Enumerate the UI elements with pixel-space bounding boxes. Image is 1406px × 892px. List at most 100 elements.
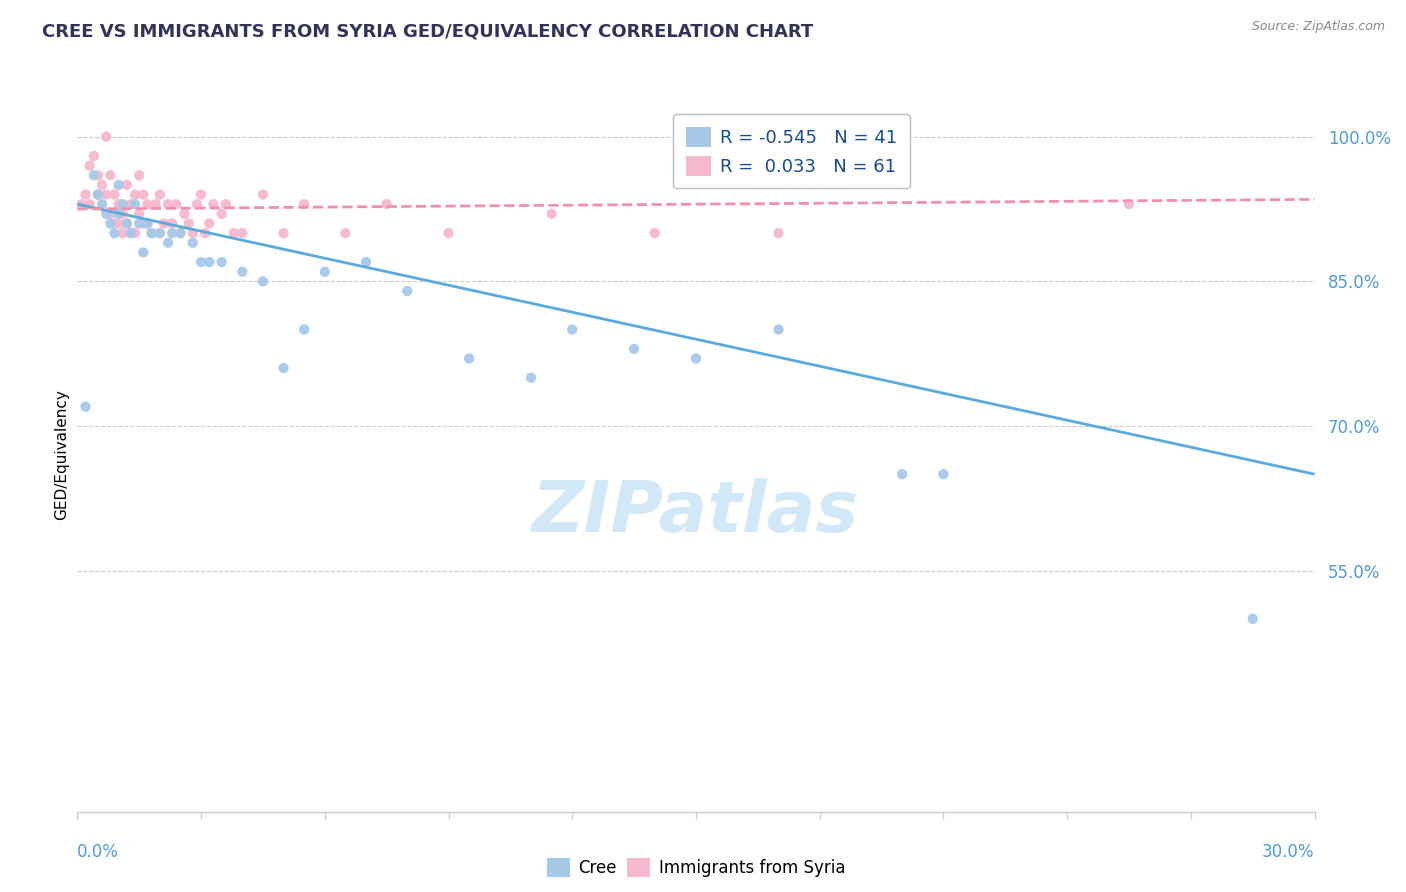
Point bbox=[190, 255, 212, 269]
Text: CREE VS IMMIGRANTS FROM SYRIA GED/EQUIVALENCY CORRELATION CHART: CREE VS IMMIGRANTS FROM SYRIA GED/EQUIVA… bbox=[42, 22, 814, 40]
Point bbox=[136, 197, 159, 211]
Point bbox=[157, 197, 180, 211]
Point bbox=[252, 274, 274, 288]
Point bbox=[149, 226, 172, 240]
Point bbox=[252, 187, 274, 202]
Point bbox=[79, 197, 101, 211]
Point bbox=[149, 187, 172, 202]
Point bbox=[87, 187, 110, 202]
Text: 30.0%: 30.0% bbox=[1263, 843, 1315, 861]
Point bbox=[87, 168, 110, 182]
Point bbox=[768, 322, 790, 336]
Point bbox=[136, 217, 159, 231]
Point bbox=[273, 226, 295, 240]
Point bbox=[115, 178, 138, 192]
Point bbox=[623, 342, 645, 356]
Point bbox=[273, 361, 295, 376]
Point bbox=[98, 207, 121, 221]
Point bbox=[202, 197, 225, 211]
Point bbox=[70, 197, 93, 211]
Point bbox=[75, 400, 97, 414]
Point bbox=[91, 178, 114, 192]
Point bbox=[79, 159, 101, 173]
Point bbox=[644, 226, 666, 240]
Point bbox=[98, 217, 121, 231]
Point bbox=[98, 168, 121, 182]
Point bbox=[153, 217, 176, 231]
Point bbox=[111, 197, 134, 211]
Point bbox=[103, 187, 125, 202]
Point bbox=[160, 217, 183, 231]
Point bbox=[190, 187, 212, 202]
Point bbox=[96, 187, 118, 202]
Point bbox=[292, 322, 315, 336]
Point bbox=[128, 217, 150, 231]
Point bbox=[292, 197, 315, 211]
Point bbox=[107, 178, 129, 192]
Point bbox=[120, 226, 142, 240]
Point bbox=[231, 226, 253, 240]
Point bbox=[540, 207, 562, 221]
Y-axis label: GED/Equivalency: GED/Equivalency bbox=[53, 390, 69, 520]
Point bbox=[111, 207, 134, 221]
Point bbox=[231, 265, 253, 279]
Point bbox=[87, 187, 110, 202]
Point bbox=[177, 217, 200, 231]
Point bbox=[124, 187, 146, 202]
Point bbox=[83, 149, 105, 163]
Point bbox=[103, 226, 125, 240]
Text: Source: ZipAtlas.com: Source: ZipAtlas.com bbox=[1251, 20, 1385, 33]
Point bbox=[91, 197, 114, 211]
Point bbox=[181, 226, 204, 240]
Point bbox=[96, 207, 118, 221]
Point bbox=[124, 197, 146, 211]
Point bbox=[149, 226, 172, 240]
Point bbox=[211, 207, 233, 221]
Point bbox=[768, 226, 790, 240]
Point bbox=[120, 197, 142, 211]
Point bbox=[194, 226, 217, 240]
Point bbox=[375, 197, 398, 211]
Point bbox=[120, 226, 142, 240]
Point bbox=[215, 197, 238, 211]
Point bbox=[103, 217, 125, 231]
Point bbox=[75, 187, 97, 202]
Point bbox=[160, 226, 183, 240]
Point bbox=[437, 226, 460, 240]
Text: ZIPatlas: ZIPatlas bbox=[533, 477, 859, 547]
Point bbox=[132, 245, 155, 260]
Point bbox=[1118, 197, 1140, 211]
Point bbox=[165, 197, 187, 211]
Point bbox=[891, 467, 914, 482]
Point bbox=[186, 197, 208, 211]
Point bbox=[132, 217, 155, 231]
Point bbox=[107, 217, 129, 231]
Point bbox=[198, 217, 221, 231]
Point bbox=[115, 217, 138, 231]
Point bbox=[222, 226, 245, 240]
Point bbox=[520, 371, 543, 385]
Point bbox=[141, 226, 163, 240]
Point bbox=[124, 226, 146, 240]
Point bbox=[115, 217, 138, 231]
Point bbox=[561, 322, 583, 336]
Point bbox=[136, 217, 159, 231]
Legend: Cree, Immigrants from Syria: Cree, Immigrants from Syria bbox=[538, 850, 853, 886]
Point bbox=[181, 235, 204, 250]
Point bbox=[198, 255, 221, 269]
Point bbox=[157, 235, 180, 250]
Text: 0.0%: 0.0% bbox=[77, 843, 120, 861]
Point bbox=[96, 129, 118, 144]
Point bbox=[132, 187, 155, 202]
Point bbox=[169, 226, 191, 240]
Point bbox=[141, 226, 163, 240]
Point bbox=[458, 351, 481, 366]
Point bbox=[128, 207, 150, 221]
Point bbox=[685, 351, 707, 366]
Point bbox=[128, 168, 150, 182]
Point bbox=[932, 467, 955, 482]
Point bbox=[145, 197, 167, 211]
Point bbox=[335, 226, 357, 240]
Point bbox=[83, 168, 105, 182]
Point bbox=[354, 255, 377, 269]
